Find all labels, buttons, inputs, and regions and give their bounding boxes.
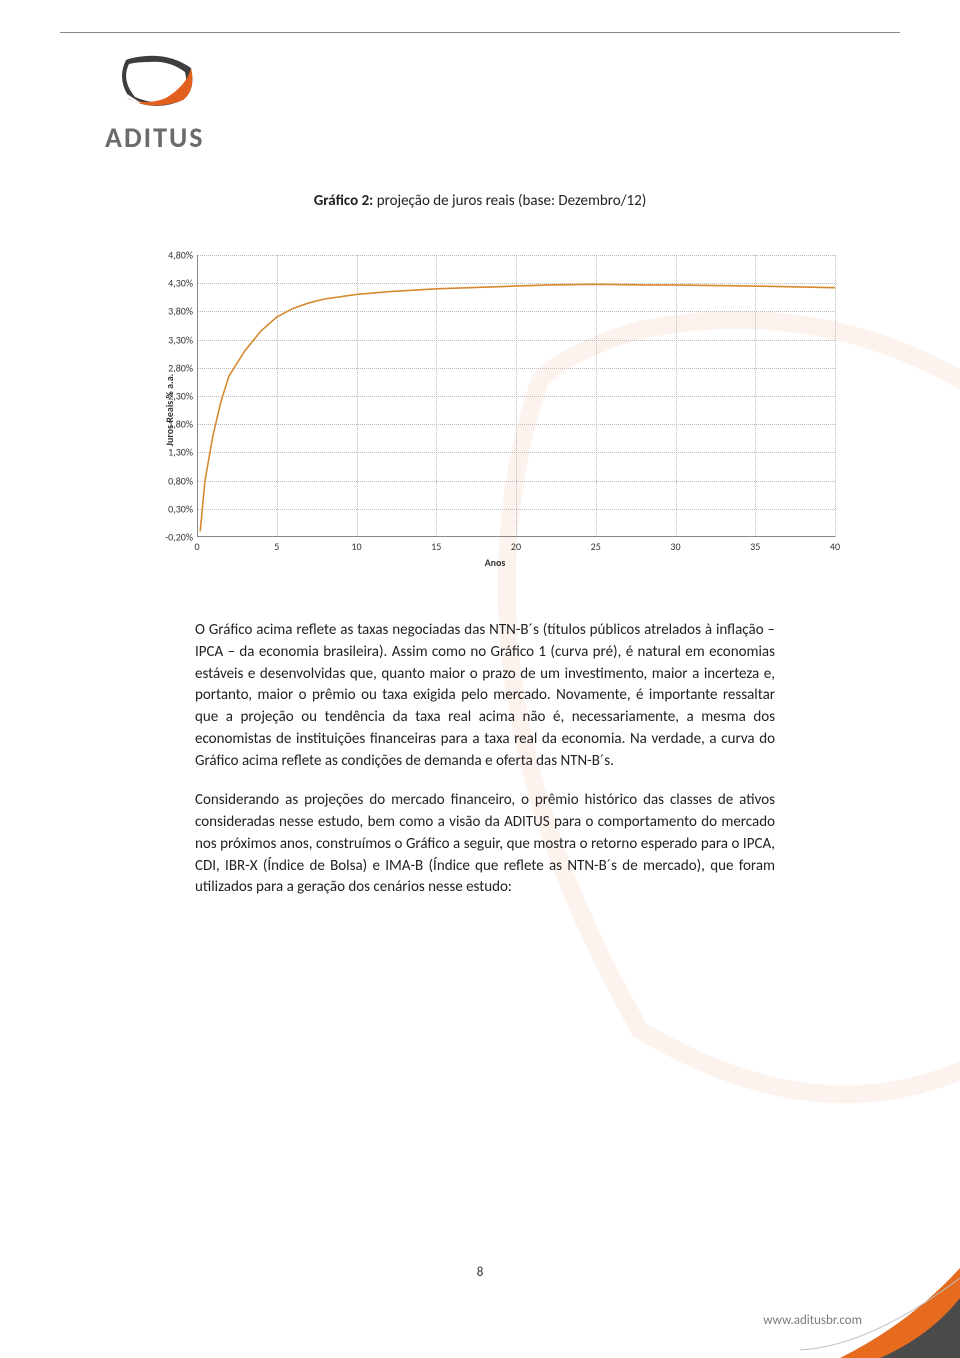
chart: Juros Reais % a.a. 4,80%4,30%3,80%3,30%2… [155,255,835,565]
y-tick: 0,30% [168,502,193,515]
x-tick: 35 [750,540,760,553]
x-tick: 10 [351,540,361,553]
paragraph-2: Considerando as projeções do mercado fin… [195,790,775,899]
chart-title-bold: Gráfico 2: [314,192,374,210]
data-line [200,284,835,531]
body-text: O Gráfico acima reflete as taxas negocia… [195,620,775,917]
logo-icon [111,50,201,112]
y-tick: 2,80% [168,361,193,374]
footer-corner-icon [800,1268,960,1358]
v-gridline [835,255,836,537]
page-top-rule [60,32,900,33]
chart-title-rest: projeção de juros reais (base: Dezembro/… [373,192,646,210]
y-tick: 1,30% [168,446,193,459]
y-tick: -0,20% [165,531,193,544]
logo-block: ADITUS [105,50,225,155]
y-tick: 3,30% [168,333,193,346]
x-tick: 30 [670,540,680,553]
x-tick: 5 [274,540,279,553]
chart-title: Gráfico 2: projeção de juros reais (base… [0,192,960,210]
y-tick: 2,30% [168,390,193,403]
y-tick: 4,30% [168,277,193,290]
x-tick: 40 [830,540,840,553]
plot-area [197,255,835,537]
y-tick: 4,80% [168,249,193,262]
paragraph-1: O Gráfico acima reflete as taxas negocia… [195,620,775,772]
y-axis-label: Juros Reais % a.a. [163,374,176,447]
x-tick: 15 [431,540,441,553]
x-tick: 25 [591,540,601,553]
y-tick: 1,80% [168,418,193,431]
x-tick: 20 [511,540,521,553]
x-tick: 0 [194,540,199,553]
logo-text: ADITUS [105,120,225,155]
x-axis-label: Anos [485,556,506,569]
y-tick: 3,80% [168,305,193,318]
y-tick: 0,80% [168,474,193,487]
